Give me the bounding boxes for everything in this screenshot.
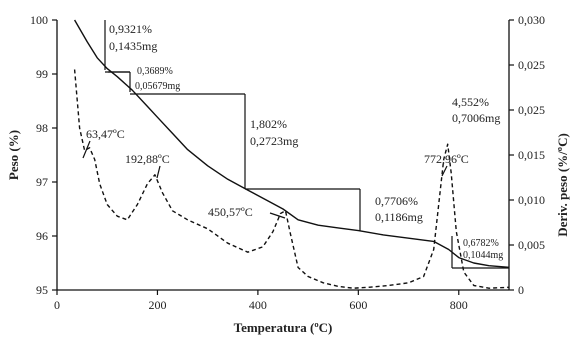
y2-tick-label: 0,025	[518, 103, 545, 117]
y2-tick-label: 0,030	[518, 13, 545, 27]
x-tick-label: 600	[349, 298, 367, 312]
series-layer	[73, 19, 510, 289]
y2-tick-label: 0,015	[518, 148, 545, 162]
x-tick-label: 800	[450, 298, 468, 312]
annotation-a5-line2: 0,7006mg	[452, 111, 500, 125]
peak-label-1: 63,47ºC	[86, 127, 125, 141]
derivative-weight-line	[73, 69, 510, 289]
annotation-a3-line2: 0,2723mg	[250, 134, 298, 148]
y-tick-label: 99	[36, 67, 48, 81]
annotation-a2-line2: 0,05679mg	[135, 81, 180, 92]
annotation-a3-line1: 1,802%	[250, 117, 287, 131]
y-tick-label: 97	[36, 175, 48, 189]
annotation-a6-line1: 0,6782%	[463, 238, 499, 249]
peak-arrow-4	[441, 165, 448, 177]
y-tick-label: 96	[36, 229, 48, 243]
annotation-brackets	[104, 20, 509, 269]
axis-ticks: 0 200 400 600 800 95 96 97 98 99 100 0 0,005 0,010 0,0…	[30, 13, 545, 312]
annotation-a1-line2: 0,1435mg	[109, 39, 157, 53]
y-tick-label: 100	[30, 13, 48, 27]
annotation-a1-line1: 0,9321%	[109, 22, 152, 36]
x-axis-title: Temperatura (ºC)	[234, 320, 333, 335]
peak-label-4: 772,96ºC	[424, 152, 469, 166]
y-tick-label: 95	[36, 283, 48, 297]
peak-arrows	[82, 140, 448, 219]
y-tick-label: 98	[36, 121, 48, 135]
peak-arrow-2	[156, 165, 161, 179]
y2-tick-label: 0,025	[518, 58, 545, 72]
y2-tick-label: 0,010	[518, 193, 545, 207]
x-tick-label: 0	[54, 298, 60, 312]
x-tick-label: 200	[148, 298, 166, 312]
y2-tick-label: 0,005	[518, 238, 545, 252]
peak-label-2: 192,88ºC	[125, 152, 170, 166]
annotation-a4-line2: 0,1186mg	[375, 210, 423, 224]
x-tick-label: 400	[249, 298, 267, 312]
annotation-a5-line1: 4,552%	[452, 95, 489, 109]
peak-label-3: 450,57ºC	[208, 205, 253, 219]
annotation-a6-line2: 0,1044mg	[463, 250, 503, 261]
y-axis-title: Peso (%)	[6, 130, 21, 180]
peak-arrow-3	[269, 212, 286, 219]
y2-tick-label: 0	[518, 283, 524, 297]
weight-loss-line	[73, 19, 510, 268]
peak-arrow-1	[82, 140, 91, 159]
y2-axis-title: Deriv. peso (%/ºC)	[555, 133, 570, 237]
annotation-a2-line1: 0,3689%	[137, 66, 173, 77]
annotation-a4-line1: 0,7706%	[375, 194, 418, 208]
